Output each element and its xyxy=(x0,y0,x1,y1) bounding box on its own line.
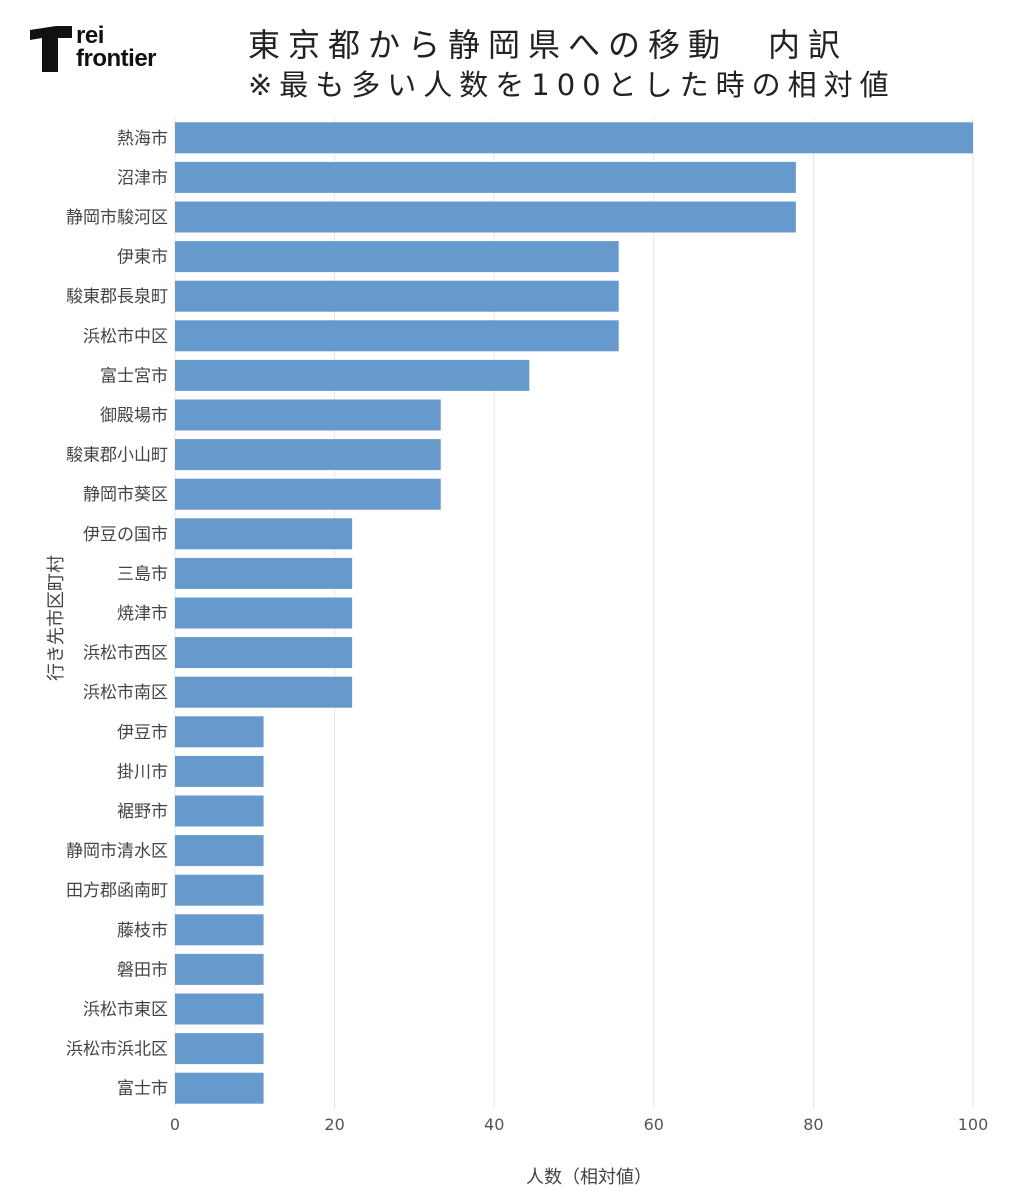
bar xyxy=(175,597,353,629)
bar xyxy=(175,122,973,154)
rei-frontier-logo: rei frontier xyxy=(30,24,180,76)
bar xyxy=(175,953,264,985)
category-label: 掛川市 xyxy=(117,762,168,782)
bar xyxy=(175,716,264,748)
category-label: 浜松市浜北区 xyxy=(66,1040,168,1060)
category-label: 静岡市清水区 xyxy=(66,842,168,862)
logo-line-1: rei xyxy=(76,22,104,49)
x-tick-label: 60 xyxy=(644,1115,664,1134)
category-label: 浜松市西区 xyxy=(83,644,168,664)
logo-line-2: frontier xyxy=(76,45,157,72)
category-label: 富士市 xyxy=(117,1079,168,1099)
x-tick-labels: 0 20 40 60 80 100 xyxy=(170,1115,988,1134)
category-label: 御殿場市 xyxy=(100,406,168,426)
category-label: 浜松市南区 xyxy=(83,683,168,703)
category-label: 静岡市駿河区 xyxy=(66,208,168,228)
chart-title: 東京都から静岡県への移動 内訳 xyxy=(248,26,849,64)
bar xyxy=(175,1033,264,1065)
category-label: 焼津市 xyxy=(117,604,168,624)
bar xyxy=(175,439,441,471)
bar xyxy=(175,874,264,906)
category-label: 三島市 xyxy=(117,564,168,584)
category-label: 裾野市 xyxy=(117,802,168,822)
bar xyxy=(175,795,264,827)
bar xyxy=(175,359,530,391)
x-tick-label: 20 xyxy=(324,1115,344,1134)
bar xyxy=(175,399,441,431)
bar xyxy=(175,201,796,233)
category-label: 伊東市 xyxy=(117,248,168,268)
category-label: 浜松市東区 xyxy=(83,1000,168,1020)
category-label: 磐田市 xyxy=(117,960,168,980)
bar xyxy=(175,676,353,708)
bar xyxy=(175,755,264,787)
x-axis-title: 人数（相対値） xyxy=(526,1167,652,1188)
x-tick-label: 100 xyxy=(958,1115,989,1134)
category-label: 沼津市 xyxy=(117,168,168,188)
bar xyxy=(175,320,619,352)
bar xyxy=(175,993,264,1025)
chart-subtitle: ※最も多い人数を100とした時の相対値 xyxy=(248,68,896,102)
logo-text: rei frontier xyxy=(76,22,157,72)
category-label: 伊豆市 xyxy=(117,723,168,743)
x-tick-label: 80 xyxy=(803,1115,823,1134)
bar xyxy=(175,914,264,946)
bar xyxy=(175,637,353,669)
category-label: 浜松市中区 xyxy=(83,327,168,347)
bar xyxy=(175,161,796,193)
category-label: 熱海市 xyxy=(117,129,168,149)
category-labels: 熱海市沼津市静岡市駿河区伊東市駿東郡長泉町浜松市中区富士宮市御殿場市駿東郡小山町… xyxy=(66,129,168,1099)
logo-mark-icon xyxy=(30,26,72,72)
bar xyxy=(175,241,619,273)
category-label: 田方郡函南町 xyxy=(66,881,168,901)
category-label: 静岡市葵区 xyxy=(83,485,168,505)
bar xyxy=(175,518,353,550)
category-label: 駿東郡小山町 xyxy=(66,446,168,466)
y-axis-title: 行き先市区町村 xyxy=(46,555,67,681)
x-tick-label: 0 xyxy=(170,1115,180,1134)
category-label: 富士宮市 xyxy=(100,366,168,386)
category-label: 伊豆の国市 xyxy=(83,525,168,545)
bar xyxy=(175,557,353,589)
category-label: 駿東郡長泉町 xyxy=(66,287,168,307)
bar xyxy=(175,478,441,510)
bar xyxy=(175,835,264,867)
bar xyxy=(175,280,619,312)
bar xyxy=(175,1072,264,1104)
category-label: 藤枝市 xyxy=(117,921,168,941)
bars xyxy=(175,122,973,1104)
x-tick-label: 40 xyxy=(484,1115,504,1134)
